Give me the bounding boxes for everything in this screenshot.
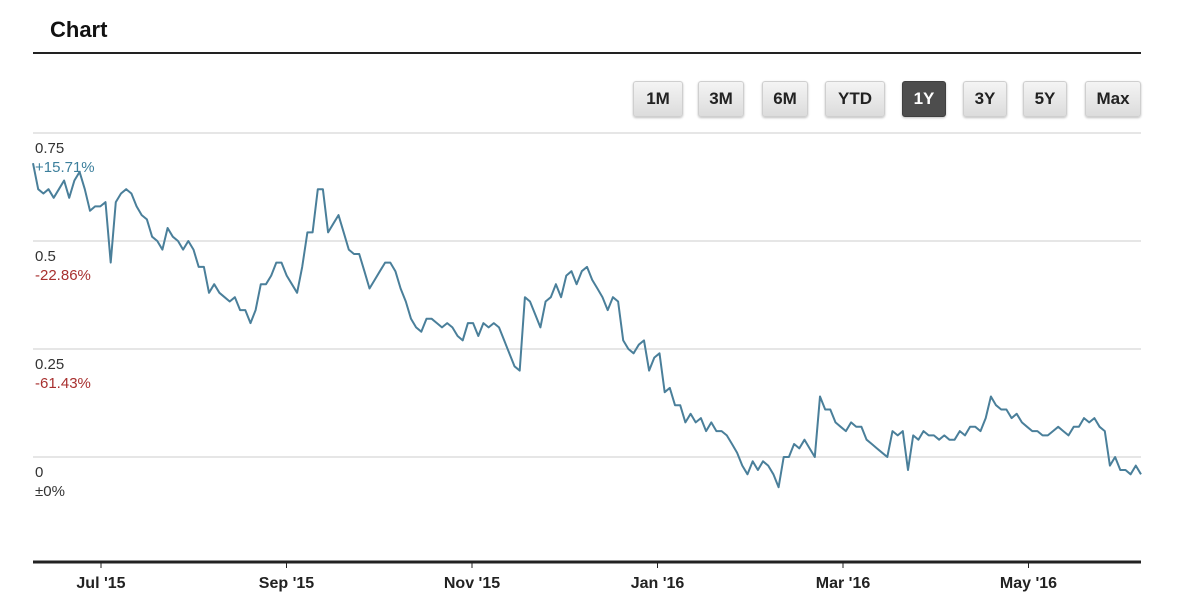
range-selector: 1M 3M 6M YTD 1Y 3Y 5Y Max (0, 81, 1193, 117)
series-line (32, 163, 1142, 489)
range-button-max[interactable]: Max (1085, 81, 1141, 117)
x-tick-label: Jul '15 (76, 575, 125, 592)
y-tick-label: 0.5 (35, 248, 56, 265)
range-button-ytd[interactable]: YTD (825, 81, 885, 117)
y-tick-percent: ±0% (35, 483, 65, 500)
y-tick-label: 0 (35, 464, 43, 481)
range-button-3y[interactable]: 3Y (963, 81, 1007, 117)
range-button-5y[interactable]: 5Y (1023, 81, 1067, 117)
x-tick-label: Sep '15 (259, 575, 314, 592)
y-tick-label: 0.25 (35, 356, 64, 373)
x-tick-label: Mar '16 (816, 575, 871, 592)
y-tick-label: 0.75 (35, 140, 64, 157)
chart-header: Chart (33, 0, 1141, 54)
y-tick-percent: +15.71% (35, 159, 95, 176)
x-tick-label: May '16 (1000, 575, 1057, 592)
range-button-6m[interactable]: 6M (762, 81, 808, 117)
range-button-3m[interactable]: 3M (698, 81, 744, 117)
y-tick-percent: -61.43% (35, 375, 91, 392)
y-tick-percent: -22.86% (35, 267, 91, 284)
range-button-1y[interactable]: 1Y (902, 81, 946, 117)
x-tick-label: Nov '15 (444, 575, 500, 592)
x-tick-label: Jan '16 (631, 575, 685, 592)
range-button-1m[interactable]: 1M (633, 81, 683, 117)
page-title: Chart (50, 17, 108, 42)
